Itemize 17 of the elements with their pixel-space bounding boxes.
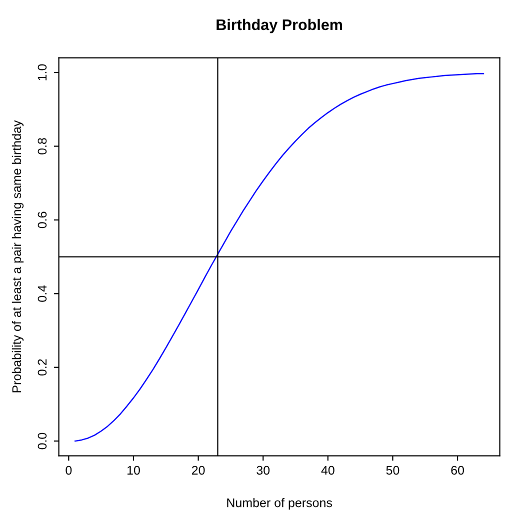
line-series (74, 72, 484, 442)
x-tick-label: 20 (192, 466, 205, 475)
x-tick-label: 30 (256, 466, 270, 475)
y-tick-label: 1.0 (38, 64, 47, 80)
y-tick-label: 0.6 (38, 212, 47, 228)
x-tick-label: 10 (127, 466, 140, 475)
x-tick-label: 50 (386, 466, 400, 475)
x-tick-label: 40 (321, 466, 334, 475)
y-axis-title: Probability of at least a pair having same birthday (12, 120, 24, 392)
y-tick-label: 0.8 (38, 138, 47, 154)
y-tick-label: 0.4 (38, 285, 47, 302)
y-tick-label: 0.2 (38, 359, 47, 376)
chart-title: Birthday Problem (216, 18, 342, 34)
x-axis-title: Number of persons (227, 498, 332, 510)
x-tick-label: 60 (451, 466, 464, 475)
y-tick-label: 0.0 (38, 432, 47, 450)
x-tick-label: 0 (66, 466, 72, 475)
